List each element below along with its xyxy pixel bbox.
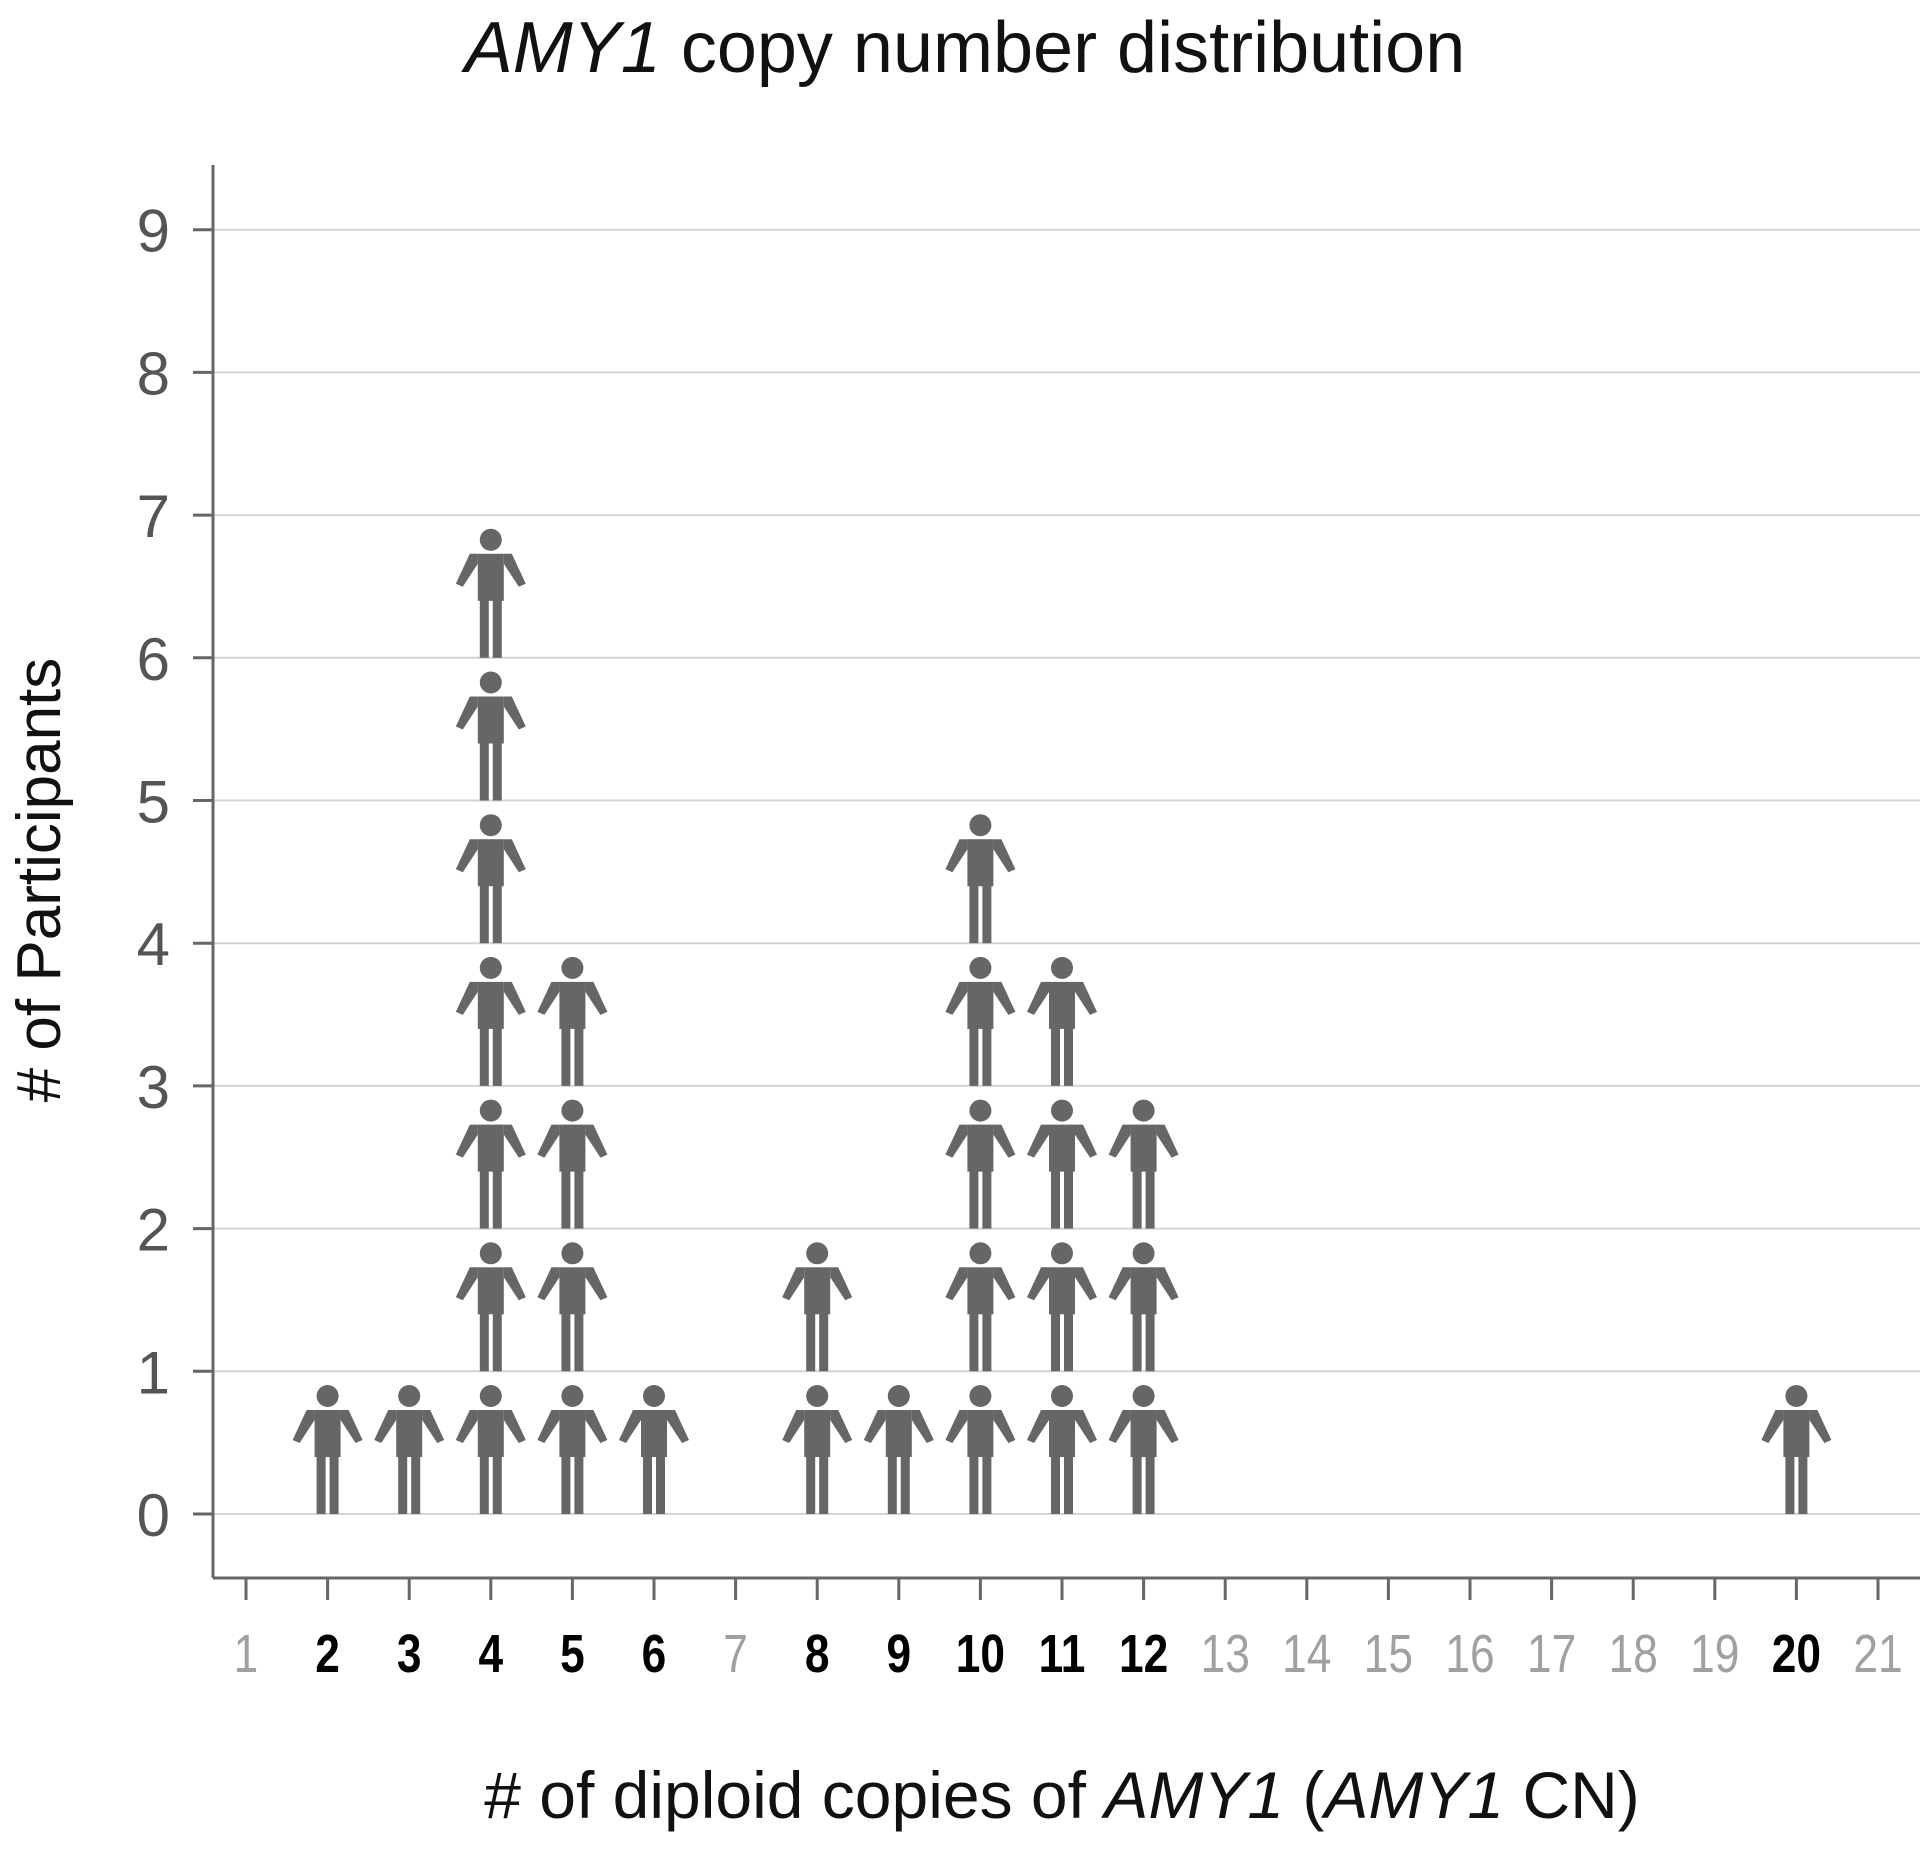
participant-icon bbox=[374, 1385, 445, 1514]
y-tick-label: 5 bbox=[137, 769, 170, 836]
participant-icon bbox=[455, 956, 526, 1086]
axes bbox=[193, 165, 1920, 1600]
x-tick-label: 17 bbox=[1527, 1624, 1576, 1684]
y-tick-label: 9 bbox=[137, 198, 170, 265]
y-tick-label: 6 bbox=[137, 626, 170, 693]
participant-icon bbox=[863, 1385, 934, 1514]
x-tick-label: 14 bbox=[1282, 1624, 1331, 1684]
y-tick-label: 1 bbox=[137, 1339, 170, 1406]
participant-icon bbox=[945, 1385, 1016, 1514]
participant-icon bbox=[782, 1385, 853, 1514]
participant-icon bbox=[455, 671, 526, 801]
participant-icon bbox=[945, 956, 1016, 1086]
chart-title: AMY1 copy number distribution bbox=[461, 8, 1466, 88]
x-tick-label: 6 bbox=[642, 1624, 667, 1684]
participant-icon bbox=[782, 1242, 853, 1372]
x-tick-label: 11 bbox=[1039, 1624, 1086, 1684]
x-axis-label-part2: ( bbox=[1284, 1758, 1324, 1832]
y-tick-label: 0 bbox=[137, 1482, 170, 1549]
x-tick-label: 21 bbox=[1853, 1624, 1902, 1684]
participant-icon bbox=[1027, 1099, 1097, 1229]
participant-icon bbox=[455, 1099, 526, 1229]
participant-icon bbox=[945, 814, 1016, 944]
participant-icon bbox=[1027, 1385, 1097, 1514]
participant-icon bbox=[1027, 956, 1097, 1086]
x-tick-label: 3 bbox=[397, 1624, 422, 1684]
x-tick-label: 8 bbox=[805, 1624, 830, 1684]
chart-title-italic: AMY1 bbox=[461, 8, 661, 88]
x-tick-label: 18 bbox=[1609, 1624, 1658, 1684]
participant-icon bbox=[619, 1385, 689, 1514]
x-axis-label-part3: CN) bbox=[1504, 1758, 1640, 1832]
x-tick-label: 19 bbox=[1690, 1624, 1739, 1684]
x-tick-label: 9 bbox=[886, 1624, 911, 1684]
participant-icon bbox=[1761, 1385, 1832, 1514]
participant-icon bbox=[455, 528, 526, 658]
x-axis-label-italic1: AMY1 bbox=[1100, 1758, 1284, 1832]
y-tick-label: 3 bbox=[137, 1054, 170, 1121]
y-axis-label: # of Participants bbox=[5, 658, 74, 1103]
participant-icon bbox=[945, 1099, 1016, 1229]
participant-icon bbox=[1027, 1242, 1097, 1372]
x-tick-label: 7 bbox=[723, 1624, 748, 1684]
x-tick-label: 13 bbox=[1201, 1624, 1250, 1684]
x-tick-label: 1 bbox=[234, 1624, 259, 1684]
x-tick-label: 4 bbox=[478, 1624, 503, 1684]
chart-title-rest: copy number distribution bbox=[661, 8, 1465, 88]
y-tick-label: 8 bbox=[137, 340, 170, 407]
participant-icon bbox=[292, 1385, 363, 1514]
x-axis-label-italic2: AMY1 bbox=[1320, 1758, 1504, 1832]
x-axis-label: # of diploid copies of AMY1 (AMY1 CN) bbox=[484, 1758, 1640, 1832]
x-tick-label: 2 bbox=[315, 1624, 340, 1684]
participant-icon bbox=[455, 814, 526, 944]
x-tick-label: 20 bbox=[1772, 1624, 1821, 1684]
participant-icon bbox=[945, 1242, 1016, 1372]
y-tick-label: 4 bbox=[137, 911, 170, 978]
x-axis-label-part1: # of diploid copies of bbox=[484, 1758, 1104, 1832]
participant-icons bbox=[292, 528, 1832, 1514]
participant-icon bbox=[537, 1099, 608, 1229]
participant-icon bbox=[1108, 1099, 1179, 1229]
y-tick-label: 2 bbox=[137, 1197, 170, 1264]
participant-icon bbox=[537, 1385, 608, 1514]
participant-icon bbox=[537, 1242, 608, 1372]
y-tick-label: 7 bbox=[137, 483, 170, 550]
participant-icon bbox=[1108, 1385, 1179, 1514]
x-tick-label: 5 bbox=[560, 1624, 585, 1684]
participant-icon bbox=[455, 1385, 526, 1514]
participant-icon bbox=[455, 1242, 526, 1372]
participant-icon bbox=[537, 956, 608, 1086]
x-tick-label: 16 bbox=[1445, 1624, 1494, 1684]
x-tick-label: 12 bbox=[1119, 1624, 1168, 1684]
participant-icon bbox=[1108, 1242, 1179, 1372]
x-tick-label: 10 bbox=[956, 1624, 1005, 1684]
x-tick-label: 15 bbox=[1364, 1624, 1413, 1684]
